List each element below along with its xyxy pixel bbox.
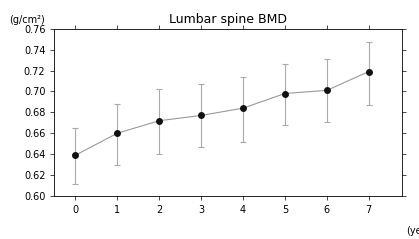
Text: (year): (year) — [406, 226, 419, 236]
Text: (g/cm²): (g/cm²) — [9, 15, 45, 25]
Title: Lumbar spine BMD: Lumbar spine BMD — [169, 13, 287, 26]
